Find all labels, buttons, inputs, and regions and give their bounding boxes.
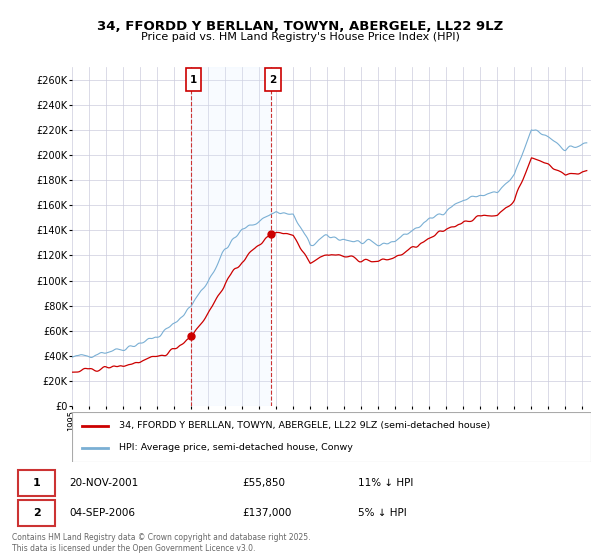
- FancyBboxPatch shape: [186, 68, 202, 91]
- Text: 1: 1: [190, 74, 197, 85]
- Text: 34, FFORDD Y BERLLAN, TOWYN, ABERGELE, LL22 9LZ (semi-detached house): 34, FFORDD Y BERLLAN, TOWYN, ABERGELE, L…: [119, 421, 490, 430]
- Text: 20-NOV-2001: 20-NOV-2001: [70, 478, 139, 488]
- Text: 04-SEP-2006: 04-SEP-2006: [70, 508, 136, 518]
- Text: 34, FFORDD Y BERLLAN, TOWYN, ABERGELE, LL22 9LZ: 34, FFORDD Y BERLLAN, TOWYN, ABERGELE, L…: [97, 20, 503, 32]
- Bar: [191, 67, 271, 406]
- FancyBboxPatch shape: [18, 470, 55, 496]
- Text: 5% ↓ HPI: 5% ↓ HPI: [358, 508, 406, 518]
- Text: 2: 2: [269, 74, 277, 85]
- Text: HPI: Average price, semi-detached house, Conwy: HPI: Average price, semi-detached house,…: [119, 444, 353, 452]
- Text: 11% ↓ HPI: 11% ↓ HPI: [358, 478, 413, 488]
- FancyBboxPatch shape: [265, 68, 281, 91]
- Text: £55,850: £55,850: [242, 478, 286, 488]
- Text: 2: 2: [33, 508, 41, 518]
- Text: Price paid vs. HM Land Registry's House Price Index (HPI): Price paid vs. HM Land Registry's House …: [140, 32, 460, 42]
- Text: 1: 1: [33, 478, 41, 488]
- Text: £137,000: £137,000: [242, 508, 292, 518]
- Text: Contains HM Land Registry data © Crown copyright and database right 2025.
This d: Contains HM Land Registry data © Crown c…: [12, 533, 311, 553]
- FancyBboxPatch shape: [18, 500, 55, 526]
- FancyBboxPatch shape: [72, 412, 591, 462]
